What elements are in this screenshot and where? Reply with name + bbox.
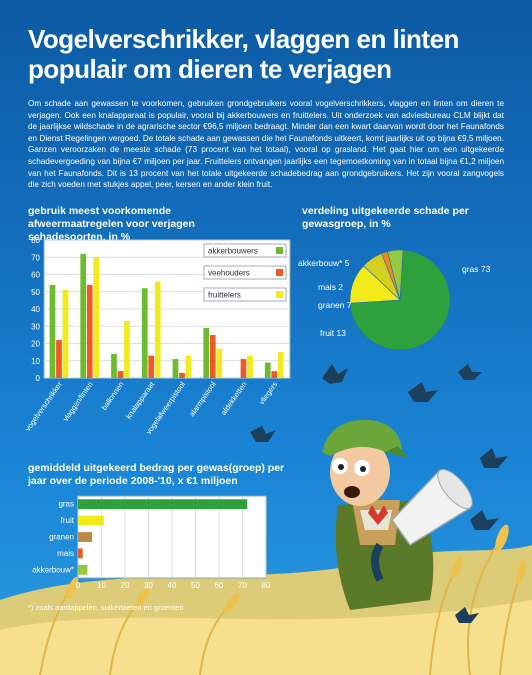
bar-veehouders [271, 371, 278, 378]
legend-swatch [276, 291, 283, 298]
x-tick-label: vliegers [257, 380, 279, 407]
y-tick-label: fruit [61, 516, 75, 525]
x-tick-label: 0 [76, 581, 81, 590]
bar-veehouders [56, 340, 62, 378]
bar-fruittelers [185, 355, 192, 378]
y-tick-label: akkerbouw* [32, 565, 74, 574]
x-tick-label: 60 [215, 581, 224, 590]
bar-fruittelers [62, 290, 69, 378]
y-tick-label: gras [58, 500, 74, 509]
bar-akkerbouwers [264, 362, 271, 378]
bar-veehouders [209, 334, 216, 378]
x-tick-label: 20 [121, 581, 130, 590]
y-tick-label: 70 [31, 253, 40, 262]
legend-swatch [276, 269, 283, 276]
bar-akkerbouwers [172, 359, 179, 378]
bar-akkerbouwers [80, 253, 87, 378]
y-tick-label: 60 [31, 271, 40, 280]
bar-granen [78, 532, 93, 542]
pie-label: mais 2 [318, 282, 343, 292]
bar-chart-maatregelen: 0 10 20 30 40 50 60 70 80 vogelverschrikkervlagge… [23, 236, 291, 436]
x-tick-label: 40 [168, 581, 177, 590]
x-tick-label: vogelverschrikker [23, 380, 64, 433]
y-tick-label: 0 [36, 374, 41, 383]
x-tick-label: 50 [191, 581, 200, 590]
x-tick-label: ballonnen [99, 380, 125, 412]
bar-fruittelers [277, 352, 284, 378]
x-tick-label: 70 [238, 581, 247, 590]
legend-box [203, 243, 287, 258]
chart-title-bedrag: gemiddeld uitgekeerd bedrag per gewas(gr… [28, 462, 285, 487]
x-tick-label: knalapparaat [124, 379, 157, 420]
pie-chart-verdeling: gras 73 fruit 13 granen 7 mais 2 akkerbouw* … [298, 249, 491, 351]
y-tick-label: 20 [31, 340, 40, 349]
bar-veehouders [179, 372, 185, 378]
hbar-chart-bedrag: 0 10 20 30 40 50 60 70 80 gras fruit granen mais akke… [32, 495, 271, 590]
bar-fruittelers [124, 321, 130, 378]
bar-akkerbouwers [141, 288, 148, 378]
pie-label: fruit 13 [320, 328, 346, 338]
y-tick-label: 50 [31, 288, 40, 297]
x-tick-label: alarmpistool [187, 380, 218, 419]
bar-fruittelers [154, 281, 161, 378]
bar-veehouders [117, 371, 124, 378]
intro-paragraph: Om schade aan gewassen te voorkomen, geb… [28, 99, 504, 190]
y-tick-label: granen [49, 532, 74, 541]
wheat-stalks [39, 539, 521, 675]
x-tick-label: afdekketten [219, 380, 249, 417]
y-tick-label: 30 [31, 322, 40, 331]
legend-label: fruittelers [208, 291, 241, 300]
y-tick-label: mais [57, 549, 74, 558]
wheat-ears [65, 524, 526, 614]
bar-akkerbouw [78, 564, 88, 575]
bar-akkerbouwers [203, 327, 210, 378]
bar-mais [78, 548, 83, 559]
y-tick-label: 10 [31, 357, 40, 366]
bar-gras [78, 499, 248, 510]
legend-swatch [276, 247, 283, 254]
y-tick-label: 40 [31, 305, 40, 314]
footnote: *) zoals aardappelen, suikerbieten en gr… [28, 603, 184, 612]
pie-label: akkerbouw* 5 [298, 258, 350, 268]
bar-veehouders [148, 355, 155, 378]
bar-akkerbouwers [49, 284, 56, 378]
scarecrow-illustration [322, 419, 473, 610]
bar-fruit [78, 515, 104, 526]
scarecrow-cap [322, 419, 402, 456]
bar-akkerbouwers [111, 353, 117, 378]
x-tick-label: 10 [97, 581, 106, 590]
legend-box [203, 265, 287, 280]
bar-veehouders [240, 359, 247, 378]
legend-label: veehouders [208, 269, 250, 278]
x-tick-label: vlaggen/linten [61, 380, 95, 423]
x-tick-label: 80 [262, 581, 271, 590]
bar-veehouders [86, 284, 93, 378]
pie-slice-akkerbouw [387, 249, 404, 301]
bar-fruittelers [247, 355, 253, 378]
pie-label: gras 73 [462, 264, 491, 274]
x-tick-label: 30 [144, 581, 153, 590]
wheat-field-front [0, 600, 532, 675]
chart-title-verdeling: verdeling uitgekeerde schade per gewasgr… [302, 205, 469, 230]
legend-box [203, 287, 287, 302]
legend-label: akkerbouwers [208, 247, 258, 256]
bar-fruittelers [93, 257, 100, 378]
page-title: Vogelverschrikker, vlaggen en linten pop… [28, 24, 459, 84]
bar-fruittelers [216, 348, 223, 378]
pie-label: granen 7 [318, 300, 352, 310]
y-tick-label: 80 [31, 236, 40, 245]
